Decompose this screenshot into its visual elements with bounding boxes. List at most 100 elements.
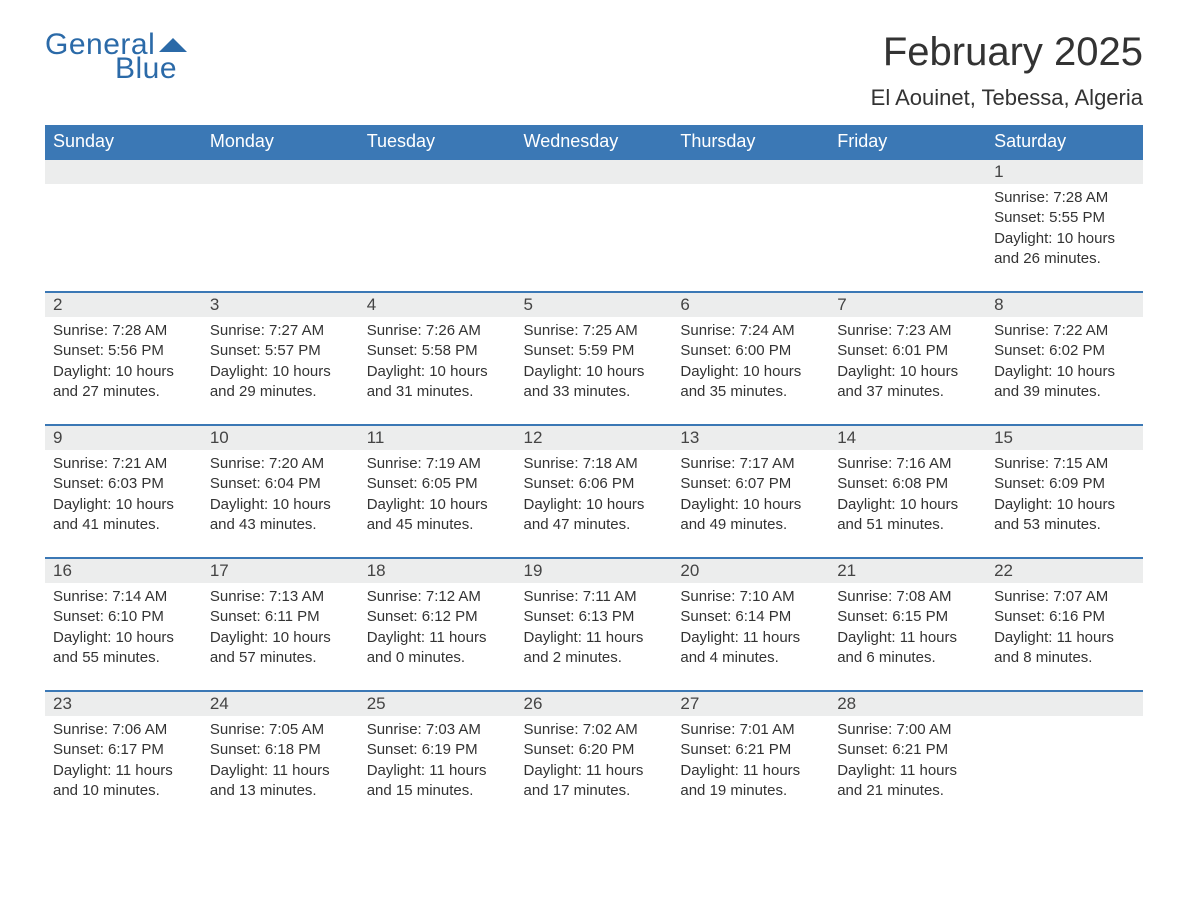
- day-content: Sunrise: 7:12 AMSunset: 6:12 PMDaylight:…: [359, 583, 516, 691]
- day-number: 17: [202, 558, 359, 583]
- daylight-line: Daylight: 11 hours and 4 minutes.: [680, 628, 821, 669]
- weekday-header: Friday: [829, 125, 986, 159]
- daylight-line: Daylight: 10 hours and 39 minutes.: [994, 362, 1135, 403]
- daylight-line: Daylight: 10 hours and 35 minutes.: [680, 362, 821, 403]
- sunrise-line: Sunrise: 7:25 AM: [524, 321, 665, 341]
- sunset-line: Sunset: 6:14 PM: [680, 607, 821, 627]
- sunrise-line: Sunrise: 7:23 AM: [837, 321, 978, 341]
- sunset-line: Sunset: 6:07 PM: [680, 474, 821, 494]
- sunset-line: Sunset: 6:15 PM: [837, 607, 978, 627]
- day-content-row: Sunrise: 7:28 AMSunset: 5:56 PM Daylight:…: [45, 317, 1143, 425]
- daylight-line: Daylight: 11 hours and 19 minutes.: [680, 761, 821, 802]
- daylight-line: Daylight: 10 hours and 31 minutes.: [367, 362, 508, 403]
- day-content: Sunrise: 7:11 AMSunset: 6:13 PMDaylight:…: [516, 583, 673, 691]
- day-number: 13: [672, 425, 829, 450]
- day-number: 26: [516, 691, 673, 716]
- day-content: Sunrise: 7:15 AMSunset: 6:09 PMDaylight:…: [986, 450, 1143, 558]
- daylight-line: Daylight: 11 hours and 0 minutes.: [367, 628, 508, 669]
- day-content: Sunrise: 7:20 AMSunset: 6:04 PMDaylight:…: [202, 450, 359, 558]
- sunset-line: Sunset: 6:21 PM: [680, 740, 821, 760]
- sunrise-line: Sunrise: 7:11 AM: [524, 587, 665, 607]
- day-content: Sunrise: 7:19 AMSunset: 6:05 PMDaylight:…: [359, 450, 516, 558]
- sunrise-line: Sunrise: 7:08 AM: [837, 587, 978, 607]
- day-number: 27: [672, 691, 829, 716]
- daylight-line: Daylight: 10 hours and 29 minutes.: [210, 362, 351, 403]
- day-number: 25: [359, 691, 516, 716]
- weekday-header: Thursday: [672, 125, 829, 159]
- day-content: Sunrise: 7:01 AMSunset: 6:21 PMDaylight:…: [672, 716, 829, 824]
- day-number-row: 1: [45, 159, 1143, 184]
- sunrise-line: Sunrise: 7:06 AM: [53, 720, 194, 740]
- day-number: 16: [45, 558, 202, 583]
- day-number: 10: [202, 425, 359, 450]
- day-number: [986, 691, 1143, 716]
- daylight-line: Daylight: 10 hours and 37 minutes.: [837, 362, 978, 403]
- daylight-line: Daylight: 10 hours and 26 minutes.: [994, 229, 1135, 270]
- day-content: Sunrise: 7:07 AMSunset: 6:16 PMDaylight:…: [986, 583, 1143, 691]
- day-content: Sunrise: 7:21 AMSunset: 6:03 PMDaylight:…: [45, 450, 202, 558]
- sunrise-line: Sunrise: 7:21 AM: [53, 454, 194, 474]
- day-number: 3: [202, 292, 359, 317]
- day-number: 8: [986, 292, 1143, 317]
- sunrise-line: Sunrise: 7:26 AM: [367, 321, 508, 341]
- weekday-header: Monday: [202, 125, 359, 159]
- calendar-table: SundayMondayTuesdayWednesdayThursdayFrid…: [45, 125, 1143, 824]
- sunrise-line: Sunrise: 7:27 AM: [210, 321, 351, 341]
- sunset-line: Sunset: 6:20 PM: [524, 740, 665, 760]
- day-number: 24: [202, 691, 359, 716]
- daylight-line: Daylight: 10 hours and 45 minutes.: [367, 495, 508, 536]
- day-content: Sunrise: 7:27 AMSunset: 5:57 PMDaylight:…: [202, 317, 359, 425]
- sunrise-line: Sunrise: 7:18 AM: [524, 454, 665, 474]
- day-number: 18: [359, 558, 516, 583]
- day-number: 22: [986, 558, 1143, 583]
- sunrise-line: Sunrise: 7:01 AM: [680, 720, 821, 740]
- day-number: 11: [359, 425, 516, 450]
- sunset-line: Sunset: 6:18 PM: [210, 740, 351, 760]
- day-number: [516, 159, 673, 184]
- day-content: Sunrise: 7:08 AMSunset: 6:15 PMDaylight:…: [829, 583, 986, 691]
- sunrise-line: Sunrise: 7:19 AM: [367, 454, 508, 474]
- day-number: 7: [829, 292, 986, 317]
- day-content: Sunrise: 7:28 AMSunset: 5:55 PMDaylight:…: [986, 184, 1143, 292]
- day-content: [516, 184, 673, 292]
- daylight-line: Daylight: 11 hours and 15 minutes.: [367, 761, 508, 802]
- day-number: 12: [516, 425, 673, 450]
- day-content: [45, 184, 202, 292]
- sunrise-line: Sunrise: 7:24 AM: [680, 321, 821, 341]
- day-content-row: Sunrise: 7:14 AMSunset: 6:10 PMDaylight:…: [45, 583, 1143, 691]
- day-content: Sunrise: 7:06 AMSunset: 6:17 PMDaylight:…: [45, 716, 202, 824]
- sunrise-line: Sunrise: 7:28 AM: [53, 321, 194, 341]
- day-number-row: 232425262728: [45, 691, 1143, 716]
- day-content: [672, 184, 829, 292]
- day-number: [359, 159, 516, 184]
- title-block: February 2025 El Aouinet, Tebessa, Alger…: [871, 30, 1143, 111]
- day-number: 23: [45, 691, 202, 716]
- sunrise-line: Sunrise: 7:22 AM: [994, 321, 1135, 341]
- day-content: Sunrise: 7:05 AMSunset: 6:18 PMDaylight:…: [202, 716, 359, 824]
- sunrise-line: Sunrise: 7:02 AM: [524, 720, 665, 740]
- location: El Aouinet, Tebessa, Algeria: [871, 85, 1143, 111]
- daylight-line: Daylight: 11 hours and 10 minutes.: [53, 761, 194, 802]
- daylight-line: Daylight: 11 hours and 6 minutes.: [837, 628, 978, 669]
- day-number: 19: [516, 558, 673, 583]
- day-number: 14: [829, 425, 986, 450]
- day-content-row: Sunrise: 7:06 AMSunset: 6:17 PMDaylight:…: [45, 716, 1143, 824]
- day-number: 1: [986, 159, 1143, 184]
- daylight-line: Daylight: 10 hours and 53 minutes.: [994, 495, 1135, 536]
- sunset-line: Sunset: 5:55 PM: [994, 208, 1135, 228]
- sunset-line: Sunset: 5:58 PM: [367, 341, 508, 361]
- day-content: [986, 716, 1143, 824]
- sunset-line: Sunset: 6:02 PM: [994, 341, 1135, 361]
- sunset-line: Sunset: 6:21 PM: [837, 740, 978, 760]
- sunrise-line: Sunrise: 7:20 AM: [210, 454, 351, 474]
- sunset-line: Sunset: 5:56 PM: [53, 341, 194, 361]
- day-number-row: 16171819202122: [45, 558, 1143, 583]
- weekday-header: Saturday: [986, 125, 1143, 159]
- day-content: Sunrise: 7:14 AMSunset: 6:10 PMDaylight:…: [45, 583, 202, 691]
- day-content: Sunrise: 7:10 AMSunset: 6:14 PMDaylight:…: [672, 583, 829, 691]
- day-content: Sunrise: 7:24 AMSunset: 6:00 PMDaylight:…: [672, 317, 829, 425]
- weekday-header-row: SundayMondayTuesdayWednesdayThursdayFrid…: [45, 125, 1143, 159]
- daylight-line: Daylight: 11 hours and 13 minutes.: [210, 761, 351, 802]
- sunset-line: Sunset: 5:57 PM: [210, 341, 351, 361]
- daylight-line: Daylight: 10 hours and 41 minutes.: [53, 495, 194, 536]
